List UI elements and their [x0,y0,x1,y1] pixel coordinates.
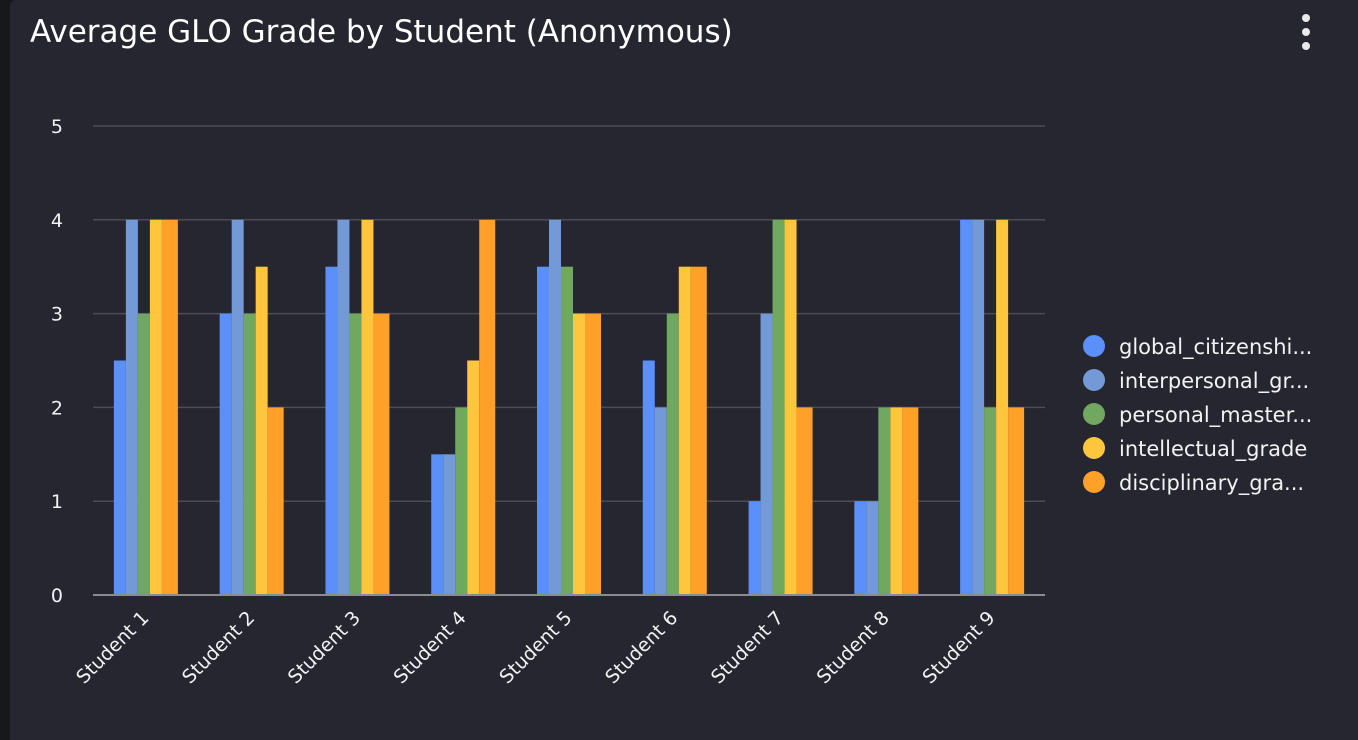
bar[interactable] [784,219,797,596]
bar[interactable] [479,219,496,596]
x-tick-label: Student 2 [178,607,259,688]
x-tick-label: Student 1 [72,607,153,688]
bar[interactable] [854,501,867,595]
bar[interactable] [678,266,691,595]
legend-swatch [1083,437,1105,459]
legend-label[interactable]: intellectual_grade [1119,437,1307,462]
x-tick-label: Student 6 [601,607,682,688]
bar[interactable] [161,219,178,596]
more-vertical-icon[interactable] [1294,14,1318,50]
legend-swatch [1083,369,1105,391]
bar[interactable] [960,219,973,596]
legend-label[interactable]: personal_master... [1119,403,1312,428]
bar[interactable] [443,454,456,595]
bar[interactable] [890,407,903,595]
y-tick-label: 3 [51,304,63,326]
bar[interactable] [137,313,150,595]
bar[interactable] [561,266,573,595]
legend: global_citizenshi... interpersonal_gr...p… [1083,335,1312,496]
bar[interactable] [642,360,655,596]
y-tick-label: 5 [51,116,63,138]
bar[interactable] [984,407,997,595]
legend-swatch [1083,403,1105,425]
legend-swatch [1083,335,1105,357]
y-tick-label: 1 [51,491,63,513]
x-tick-label: Student 3 [284,607,365,688]
bar[interactable] [1008,407,1025,595]
bar[interactable] [113,360,126,596]
legend-label[interactable]: global_citizenshi... [1119,335,1312,360]
y-tick-label: 0 [51,585,63,607]
x-tick-label: Student 7 [707,607,788,688]
bar[interactable] [654,407,667,595]
bar[interactable] [796,407,813,595]
bars [93,219,1045,596]
bar[interactable] [573,313,585,595]
bar[interactable] [219,313,232,595]
bar[interactable] [996,219,1009,596]
bar[interactable] [549,219,561,596]
bar[interactable] [760,313,773,595]
x-tick-label: Student 9 [918,607,999,688]
legend-swatch [1083,471,1105,493]
y-tick-label: 4 [51,210,63,232]
bar[interactable] [149,219,162,596]
bar[interactable] [325,266,338,595]
bar[interactable] [585,313,601,595]
x-axis-ticks: Student 1 Student 2 Student 3 Student 4 Stud… [72,607,999,688]
legend-label[interactable]: interpersonal_gr... [1119,369,1309,394]
bar[interactable] [902,407,919,595]
bar[interactable] [231,219,244,596]
bar[interactable] [125,219,138,596]
bar[interactable] [537,266,549,595]
bar[interactable] [373,313,390,595]
bar[interactable] [772,219,785,596]
x-tick-label: Student 4 [389,607,470,688]
bar[interactable] [267,407,284,595]
bar[interactable] [748,501,761,595]
bar[interactable] [337,219,350,596]
bar[interactable] [866,501,879,595]
legend-label[interactable]: disciplinary_gra... [1119,471,1304,496]
bar[interactable] [431,454,444,595]
bar[interactable] [255,266,268,595]
bar[interactable] [349,313,362,595]
x-tick-label: Student 8 [813,607,894,688]
bar[interactable] [467,360,480,596]
chart-title: Average GLO Grade by Student (Anonymous) [30,14,733,50]
bar[interactable] [878,407,891,595]
bar[interactable] [666,313,679,595]
bar[interactable] [361,219,374,596]
bar[interactable] [972,219,985,596]
y-axis-ticks: 0 1 2 3 4 5 [51,116,63,607]
x-tick-label: Student 5 [495,607,576,688]
bar[interactable] [243,313,256,595]
bar[interactable] [455,407,468,595]
bar[interactable] [690,266,707,595]
y-tick-label: 2 [51,397,63,419]
